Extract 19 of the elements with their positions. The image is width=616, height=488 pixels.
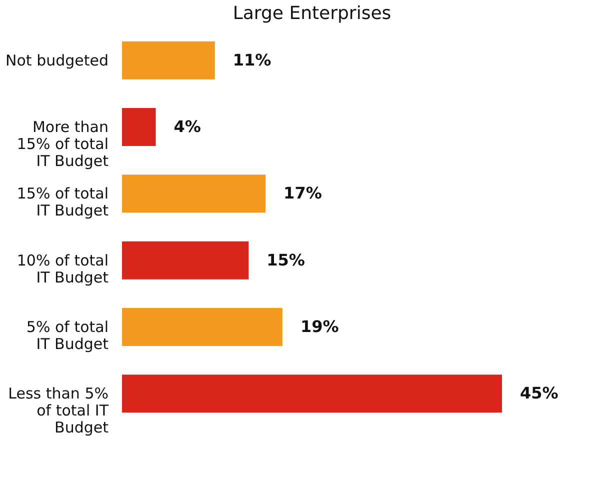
bar [122, 41, 215, 80]
data-label: 19% [300, 317, 339, 336]
bar [122, 108, 156, 146]
data-label: 11% [232, 50, 272, 70]
bar [122, 374, 502, 413]
y-tick-label: 15% of total IT Budget [16, 184, 109, 220]
y-tick-label: Not budgeted [6, 51, 108, 70]
data-label: 17% [284, 184, 322, 203]
bar [122, 241, 249, 280]
data-label: 45% [520, 384, 558, 403]
y-tick-label: 5% of total IT Budget [26, 318, 109, 353]
bar [122, 308, 282, 346]
data-label: 15% [266, 250, 305, 270]
y-tick-label: 10% of total IT Budget [16, 251, 109, 286]
y-tick-label: More than 15% of total IT Budget [16, 118, 109, 170]
chart-title: Large Enterprises [232, 3, 392, 24]
bar [122, 174, 266, 213]
data-label: 4% [174, 117, 201, 136]
y-tick-label: Less than 5% of total IT Budget [8, 384, 110, 437]
